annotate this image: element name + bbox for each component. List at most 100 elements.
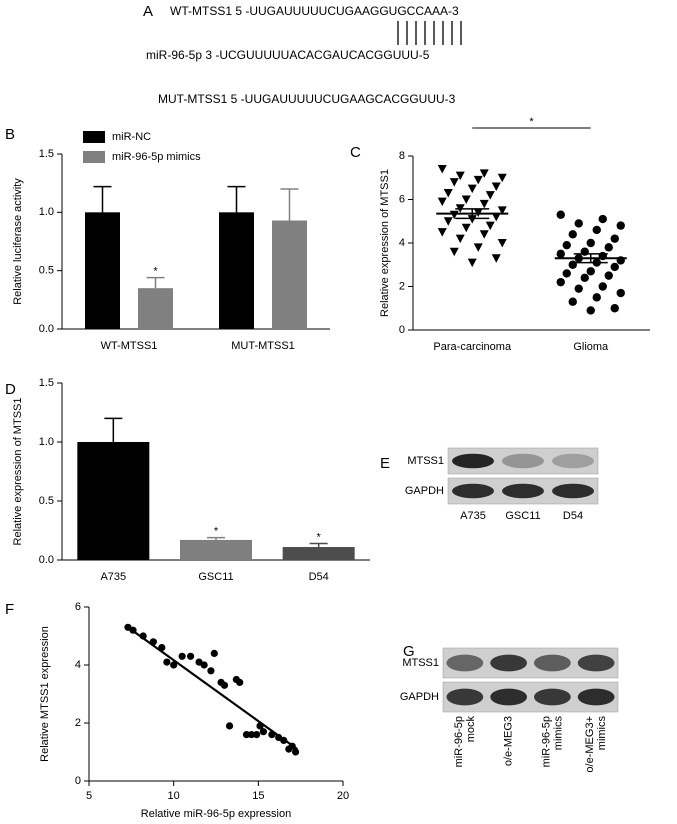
legend-label: miR-96-5p mimics bbox=[112, 151, 201, 163]
point bbox=[178, 652, 186, 660]
point bbox=[479, 199, 489, 209]
legend-swatch bbox=[83, 131, 105, 143]
x-tick-label: GSC11 bbox=[198, 571, 233, 583]
point bbox=[604, 271, 613, 280]
sem-bar bbox=[455, 208, 490, 220]
y-axis-label: Relative expression of MTSS1 bbox=[379, 169, 391, 317]
point bbox=[467, 215, 477, 224]
panel-label: A bbox=[143, 3, 153, 20]
panel-label: G bbox=[403, 643, 415, 660]
y-tick-label: 0.5 bbox=[39, 495, 54, 507]
point bbox=[437, 165, 447, 174]
blot-band bbox=[552, 483, 594, 499]
blot-band bbox=[452, 483, 494, 499]
error-bar bbox=[146, 276, 165, 289]
point bbox=[574, 284, 583, 293]
point bbox=[586, 267, 595, 276]
error-bar bbox=[93, 185, 112, 213]
y-tick-label: 1.5 bbox=[39, 148, 54, 160]
point bbox=[610, 304, 619, 313]
point bbox=[461, 223, 471, 233]
point bbox=[556, 277, 565, 287]
point bbox=[610, 262, 619, 272]
y-tick-label: 8 bbox=[399, 150, 405, 162]
point bbox=[491, 212, 501, 222]
blot-row-label: GAPDH bbox=[405, 485, 444, 497]
point bbox=[207, 667, 215, 675]
blot-lane-label: miR-96-5p bbox=[540, 716, 552, 767]
y-tick-label: 0 bbox=[75, 775, 81, 787]
point bbox=[449, 247, 459, 257]
y-axis-label: Relative luciferase activity bbox=[12, 178, 24, 305]
y-tick-label: 1.0 bbox=[39, 206, 54, 218]
blot-band bbox=[552, 453, 594, 469]
point bbox=[610, 234, 619, 243]
y-tick-label: 2 bbox=[75, 717, 81, 729]
point bbox=[163, 658, 171, 666]
blot-band bbox=[490, 654, 527, 672]
blot-band bbox=[577, 654, 615, 672]
blot-band bbox=[490, 688, 527, 706]
point bbox=[556, 249, 565, 259]
point bbox=[592, 293, 601, 302]
blot-lane-label: mimics bbox=[596, 716, 608, 751]
bar bbox=[282, 547, 355, 560]
y-tick-label: 4 bbox=[399, 237, 405, 249]
point bbox=[291, 748, 300, 756]
bar bbox=[77, 442, 150, 560]
x-tick-label: MUT-MTSS1 bbox=[231, 340, 295, 352]
point bbox=[479, 230, 489, 239]
y-tick-label: 2 bbox=[399, 280, 405, 292]
point bbox=[616, 221, 625, 230]
blot-row-label: MTSS1 bbox=[402, 657, 439, 669]
point bbox=[225, 722, 234, 730]
blot-lane-label: o/e-MEG3 bbox=[503, 716, 515, 766]
significance: * bbox=[153, 266, 158, 278]
point bbox=[259, 728, 268, 736]
blot-lane-label: miR-96-5p bbox=[453, 716, 465, 767]
point bbox=[467, 258, 477, 268]
bar bbox=[85, 212, 120, 329]
point bbox=[455, 171, 465, 181]
point bbox=[604, 243, 613, 252]
base-pairing bbox=[397, 21, 462, 45]
error-bar bbox=[227, 185, 246, 213]
significance: * bbox=[214, 525, 219, 537]
legend-label: miR-NC bbox=[112, 131, 151, 143]
point bbox=[242, 731, 251, 739]
x-tick-label: 5 bbox=[86, 790, 92, 802]
y-tick-label: 1.5 bbox=[39, 377, 54, 389]
point bbox=[200, 661, 208, 669]
point bbox=[485, 191, 495, 200]
error-bar bbox=[309, 542, 328, 548]
x-tick-label: WT-MTSS1 bbox=[101, 340, 158, 352]
point bbox=[443, 217, 453, 226]
y-tick-label: 6 bbox=[399, 193, 405, 205]
y-tick-label: 4 bbox=[75, 659, 81, 671]
error-bar bbox=[280, 188, 299, 221]
blot-lane-label: GSC11 bbox=[505, 510, 540, 522]
blot-band bbox=[534, 688, 571, 706]
point bbox=[220, 681, 229, 689]
trend-line bbox=[127, 626, 298, 750]
y-tick-label: 0.0 bbox=[39, 323, 54, 335]
y-tick-label: 0.5 bbox=[39, 265, 54, 277]
x-tick-label: Para-carcinoma bbox=[433, 341, 512, 353]
x-tick-label: 20 bbox=[337, 790, 349, 802]
point bbox=[491, 254, 501, 263]
point bbox=[598, 214, 607, 224]
panel-label: F bbox=[5, 601, 14, 618]
x-tick-label: A735 bbox=[100, 571, 126, 583]
x-axis-label: Relative miR-96-5p expression bbox=[141, 808, 291, 820]
point bbox=[253, 731, 261, 739]
y-axis-label: Relative MTSS1 expression bbox=[39, 626, 51, 762]
sequence-mir: miR-96-5p 3 -UCGUUUUUACACGAUCACGGUUU-5 bbox=[146, 48, 430, 62]
significance: * bbox=[317, 531, 322, 543]
panel-label: C bbox=[350, 144, 361, 161]
point bbox=[236, 678, 244, 687]
point bbox=[562, 240, 571, 250]
bar bbox=[219, 212, 254, 329]
point bbox=[586, 306, 595, 315]
point bbox=[580, 247, 589, 256]
blot-row-label: MTSS1 bbox=[407, 455, 444, 467]
